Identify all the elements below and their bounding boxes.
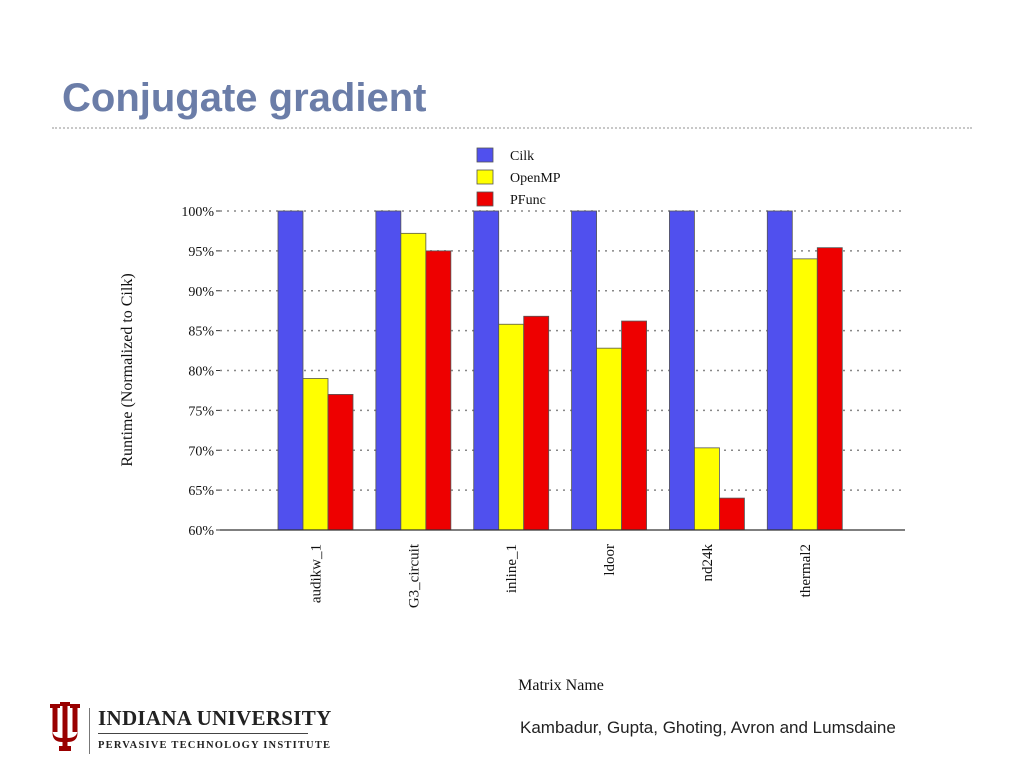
bar-openmp-thermal2 [791, 258, 818, 531]
title-divider [52, 127, 972, 129]
category-label: ldoor [602, 544, 618, 576]
legend-swatch-pfunc [476, 191, 494, 207]
category-labels: audikw_1 G3_circuit inline_1 ldoor nd24k ther… [309, 543, 814, 608]
logo-subtitle: PERVASIVE TECHNOLOGY INSTITUTE [98, 740, 332, 751]
bar-openmp-g3_circuit [400, 232, 427, 531]
author-credit: Kambadur, Gupta, Ghoting, Avron and Lums… [520, 718, 896, 737]
y-tick-label: 90% [188, 285, 214, 300]
category-label: nd24k [700, 544, 716, 582]
slide-title: Conjugate gradient [62, 76, 427, 120]
bars [277, 210, 843, 531]
y-tick-label: 75% [188, 404, 214, 419]
legend-swatch-cilk [476, 147, 494, 163]
bar-cilk-nd24k [669, 210, 695, 531]
y-tick-label: 70% [188, 444, 214, 459]
logo-divider [89, 708, 90, 754]
legend-label-openmp: OpenMP [510, 171, 561, 186]
category-label: thermal2 [798, 544, 814, 597]
bar-pfunc-nd24k [719, 497, 745, 531]
logo-name: INDIANA UNIVERSITY [98, 706, 332, 730]
legend-swatch-openmp [476, 169, 494, 185]
y-tick-label: 80% [188, 365, 214, 380]
x-axis-label: Matrix Name [518, 677, 604, 694]
bar-openmp-inline_1 [498, 323, 525, 531]
y-tick-label: 65% [188, 484, 214, 499]
legend-label-cilk: Cilk [510, 149, 534, 164]
y-axis-label: Runtime (Normalized to Cilk) [119, 273, 136, 466]
bar-pfunc-ldoor [621, 320, 647, 531]
trident-icon [50, 702, 80, 751]
y-tick-label: 100% [181, 205, 214, 220]
category-label: audikw_1 [309, 544, 325, 603]
bar-pfunc-g3_circuit [425, 250, 452, 531]
bar-pfunc-audikw_1 [327, 394, 354, 531]
legend-label-pfunc: PFunc [510, 193, 546, 208]
category-label: G3_circuit [406, 543, 422, 608]
y-tick-label: 60% [188, 524, 214, 539]
legend: Cilk OpenMP PFunc [476, 147, 561, 208]
bar-cilk-audikw_1 [277, 210, 304, 531]
bar-cilk-thermal2 [766, 210, 793, 531]
y-tick-labels: 60% 65% 70% 75% 80% 85% 90% 95% 100% [181, 205, 214, 539]
bar-pfunc-inline_1 [523, 315, 550, 531]
bar-cilk-g3_circuit [375, 210, 402, 531]
logo-rule [98, 733, 308, 734]
y-tick-label: 85% [188, 325, 214, 340]
axes [216, 210, 905, 531]
bar-cilk-inline_1 [473, 210, 500, 531]
category-label: inline_1 [504, 544, 520, 593]
university-logo: INDIANA UNIVERSITY PERVASIVE TECHNOLOGY … [50, 700, 331, 760]
bar-openmp-audikw_1 [302, 378, 329, 531]
y-tick-label: 95% [188, 245, 214, 260]
bar-openmp-nd24k [694, 447, 720, 531]
bar-pfunc-thermal2 [816, 247, 843, 531]
bar-cilk-ldoor [571, 210, 597, 531]
bar-chart: 60% 65% 70% 75% 80% 85% 90% 95% 100% audikw_1 G3_… [119, 147, 905, 694]
bar-openmp-ldoor [596, 347, 622, 531]
